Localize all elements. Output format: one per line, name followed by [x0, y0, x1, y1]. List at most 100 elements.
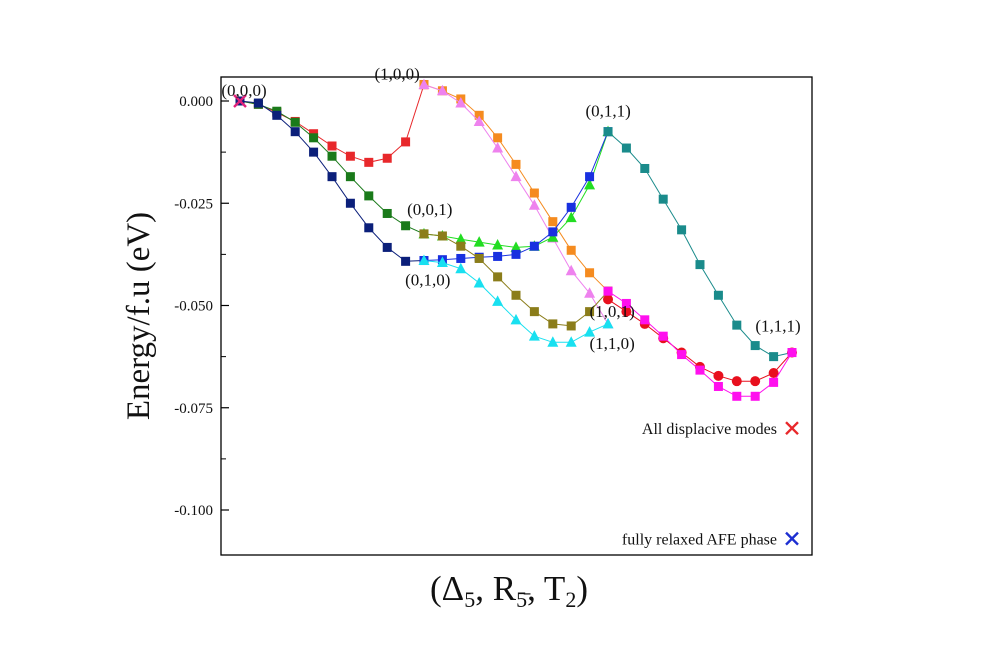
data-point	[492, 295, 504, 306]
data-point	[732, 320, 742, 330]
data-point	[640, 163, 650, 173]
series-2	[419, 80, 613, 296]
data-point	[658, 331, 668, 341]
data-point	[290, 127, 300, 137]
y-tick-label: -0.100	[174, 503, 213, 519]
x-label-open: (Δ	[430, 569, 464, 608]
data-point	[455, 97, 467, 108]
data-point	[585, 268, 595, 278]
data-point	[473, 236, 485, 247]
data-point	[528, 330, 540, 341]
data-point	[565, 336, 577, 347]
x-label-sub3: 2	[565, 587, 576, 612]
data-point	[473, 277, 485, 288]
series-line	[423, 84, 609, 292]
data-point	[713, 381, 723, 391]
data-point	[456, 241, 466, 251]
data-point	[436, 256, 448, 268]
data-point	[621, 298, 631, 308]
data-point	[455, 233, 467, 244]
y-tick-label: -0.075	[174, 401, 213, 417]
data-point	[566, 321, 576, 331]
data-point	[603, 294, 614, 305]
series-layer	[233, 78, 797, 401]
data-point	[548, 217, 558, 227]
data-point	[511, 249, 521, 259]
data-point	[474, 253, 484, 263]
annotation-label: (0,0,0)	[221, 81, 266, 100]
annotation-label: (1,1,1)	[755, 317, 800, 336]
data-point	[327, 141, 337, 151]
data-point	[529, 307, 539, 317]
annotation-label: (0,1,0)	[405, 270, 450, 289]
data-point	[695, 365, 705, 375]
data-point	[493, 272, 503, 282]
data-point	[602, 317, 614, 329]
data-point	[528, 199, 540, 210]
data-point	[510, 170, 522, 182]
data-point	[547, 336, 559, 347]
data-point	[677, 225, 687, 235]
data-point	[585, 172, 595, 182]
data-point	[565, 264, 577, 276]
series-5	[235, 96, 429, 266]
data-point	[364, 223, 374, 233]
data-point	[327, 172, 337, 182]
data-point	[511, 159, 521, 169]
data-point	[787, 348, 797, 358]
data-point	[566, 202, 576, 212]
data-point	[769, 377, 779, 387]
x-label-mid1: , R	[475, 569, 517, 608]
data-point	[695, 260, 705, 270]
data-point	[529, 188, 539, 198]
data-point	[418, 78, 430, 90]
data-point	[418, 254, 430, 266]
data-point	[548, 227, 558, 237]
series-line	[423, 131, 609, 248]
data-point	[621, 306, 632, 317]
data-point	[511, 290, 521, 300]
data-point	[713, 370, 724, 381]
data-point	[621, 143, 631, 153]
data-point	[510, 241, 522, 252]
data-point	[584, 178, 596, 190]
data-point	[640, 315, 650, 325]
data-point	[309, 147, 319, 157]
data-point	[510, 313, 522, 325]
data-point	[327, 151, 337, 161]
data-point	[382, 208, 392, 218]
data-point	[290, 117, 300, 127]
annotation-label: (1,0,0)	[374, 65, 419, 84]
data-point	[419, 229, 429, 239]
annotation-label: (1,0,1)	[590, 302, 635, 321]
data-point	[456, 253, 466, 263]
y-tick-label: -0.025	[174, 196, 213, 212]
data-point	[364, 157, 374, 167]
data-point	[677, 350, 687, 360]
data-point	[732, 391, 742, 401]
data-point	[364, 191, 374, 201]
data-point	[548, 319, 558, 329]
data-point	[309, 133, 319, 143]
annotation-label: (0,0,1)	[407, 200, 452, 219]
series-line	[239, 84, 425, 163]
data-point	[474, 110, 484, 120]
legend: All displacive modes fully relaxed AFE ph…	[622, 421, 799, 549]
data-point	[492, 142, 504, 153]
data-point	[529, 241, 539, 251]
x-axis-label: (Δ5, R5̄, T2)	[430, 569, 588, 612]
data-point	[603, 127, 613, 137]
data-point	[547, 231, 559, 242]
data-point	[731, 376, 742, 387]
y-axis-ticks: 0.000 -0.025 -0.050 -0.075 -0.100	[174, 94, 229, 519]
data-point	[584, 287, 596, 298]
data-point	[492, 238, 504, 250]
plot-frame	[220, 76, 813, 556]
data-point	[585, 307, 595, 317]
data-point	[493, 133, 503, 143]
legend-marker	[785, 531, 799, 546]
data-point	[272, 110, 282, 120]
annotation-label: (1,1,0)	[590, 334, 635, 353]
series-4	[235, 96, 429, 239]
